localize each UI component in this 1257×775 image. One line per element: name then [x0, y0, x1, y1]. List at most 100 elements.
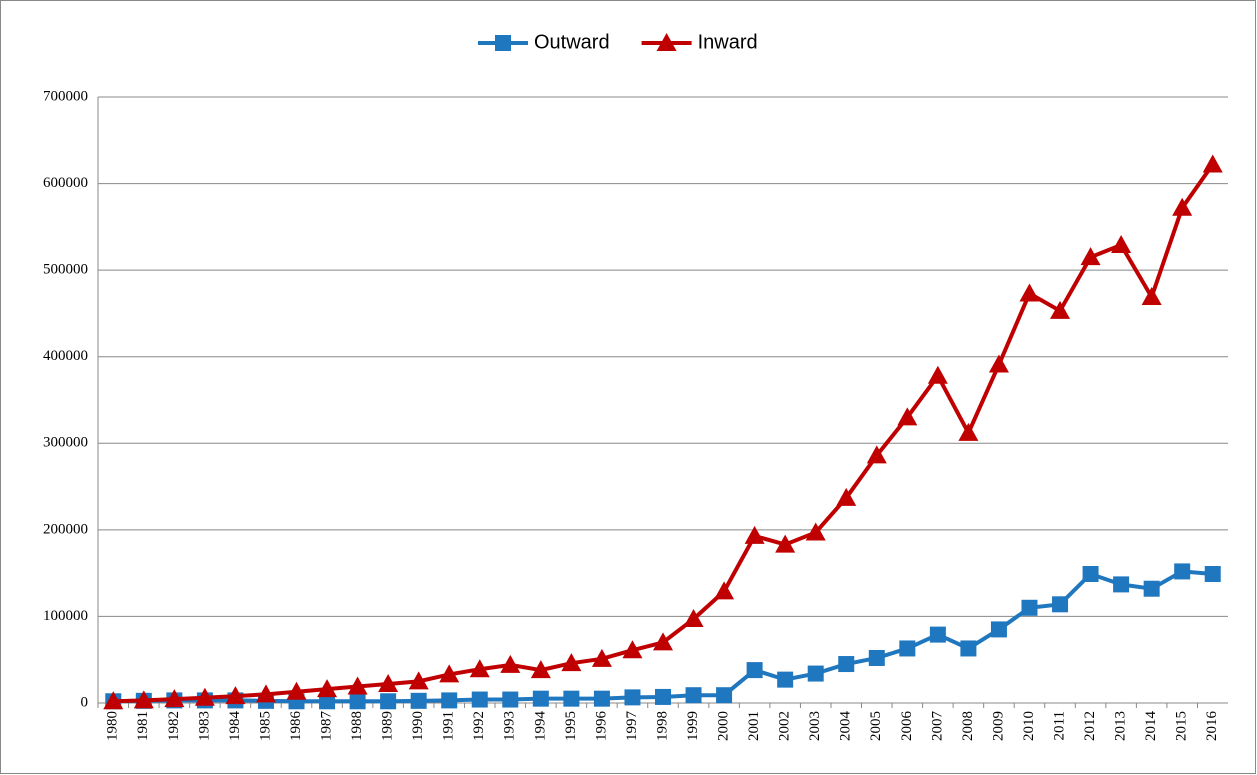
x-tick-label: 1984 — [227, 711, 243, 742]
y-tick-label: 200000 — [43, 521, 88, 537]
data-point — [408, 671, 429, 690]
data-point — [866, 445, 887, 464]
x-tick-label: 1988 — [349, 711, 365, 741]
data-point — [897, 407, 918, 426]
data-point — [319, 693, 336, 710]
x-tick-label: 2003 — [807, 711, 823, 741]
x-tick-label: 2014 — [1143, 711, 1159, 742]
data-point — [746, 662, 763, 679]
data-point — [1113, 576, 1130, 593]
x-tick-label: 1999 — [685, 711, 701, 741]
data-point — [380, 693, 397, 710]
x-tick-label: 2005 — [868, 711, 884, 741]
data-point — [1050, 300, 1071, 319]
data-point — [1052, 596, 1069, 613]
x-tick-label: 1986 — [288, 711, 304, 742]
data-point — [164, 689, 185, 708]
data-point — [103, 691, 124, 710]
data-point — [624, 689, 641, 706]
data-point — [685, 687, 702, 704]
legend-marker — [656, 33, 677, 51]
x-tick-label: 2009 — [990, 711, 1006, 741]
legend-label: Outward — [534, 31, 610, 53]
data-point — [1080, 247, 1101, 266]
data-point — [500, 654, 521, 673]
data-point — [836, 487, 857, 506]
data-point — [683, 609, 704, 628]
data-point — [744, 525, 765, 544]
x-tick-label: 1996 — [593, 711, 609, 742]
data-point — [349, 693, 366, 710]
x-tick-label: 1987 — [318, 711, 334, 742]
data-point — [655, 688, 671, 705]
data-point — [805, 522, 826, 541]
data-point — [1082, 566, 1099, 583]
data-point — [1111, 235, 1132, 254]
data-point — [591, 648, 612, 667]
data-point — [777, 671, 794, 688]
data-point — [410, 692, 427, 709]
data-point — [225, 686, 246, 705]
data-point — [532, 690, 549, 707]
y-tick-label: 100000 — [43, 608, 88, 624]
data-point — [716, 687, 733, 704]
data-point — [960, 640, 977, 657]
data-point — [133, 690, 154, 709]
x-tick-label: 1991 — [441, 711, 457, 741]
data-point — [838, 656, 855, 673]
x-tick-label: 2004 — [838, 711, 854, 742]
data-point — [561, 653, 582, 672]
x-tick-label: 2006 — [899, 711, 915, 742]
x-tick-label: 1985 — [257, 711, 273, 741]
y-tick-label: 700000 — [43, 88, 88, 104]
y-tick-label: 300000 — [43, 435, 88, 451]
data-point — [347, 676, 368, 695]
x-tick-label: 1990 — [410, 711, 426, 741]
data-point — [927, 365, 948, 384]
x-tick-label: 2007 — [929, 711, 945, 742]
data-point — [1019, 283, 1040, 302]
data-point — [899, 640, 916, 657]
x-tick-label: 2015 — [1174, 711, 1190, 741]
data-point — [317, 679, 338, 698]
legend-label: Inward — [698, 31, 758, 53]
x-tick-label: 1980 — [105, 711, 121, 741]
data-point — [1204, 566, 1221, 583]
data-point — [530, 660, 551, 679]
data-point — [1174, 563, 1191, 580]
data-point — [714, 581, 735, 600]
data-point — [929, 626, 946, 643]
x-tick-label: 1993 — [502, 711, 518, 741]
x-tick-label: 1997 — [624, 711, 640, 742]
y-tick-label: 600000 — [43, 175, 88, 191]
data-point — [286, 681, 307, 700]
data-point — [194, 687, 215, 706]
x-tick-label: 1994 — [532, 711, 548, 742]
data-point — [1172, 197, 1193, 216]
data-point — [990, 621, 1007, 638]
x-tick-label: 2012 — [1082, 711, 1098, 741]
data-point — [775, 534, 796, 553]
data-point — [593, 690, 610, 707]
data-point — [958, 422, 979, 441]
data-point — [1141, 286, 1162, 305]
data-point — [471, 691, 488, 708]
y-tick-label: 500000 — [43, 262, 88, 278]
x-tick-label: 2002 — [777, 711, 793, 741]
x-tick-label: 2000 — [716, 711, 732, 741]
y-tick-label: 400000 — [43, 348, 88, 364]
x-tick-label: 1992 — [471, 711, 487, 741]
y-tick-label: 0 — [81, 694, 89, 710]
data-point — [868, 649, 885, 666]
data-point — [502, 691, 519, 708]
data-point — [378, 673, 399, 692]
x-tick-label: 2010 — [1021, 711, 1037, 741]
data-point — [469, 659, 490, 678]
data-point — [439, 664, 460, 683]
data-point — [563, 690, 580, 707]
data-point — [988, 354, 1009, 373]
data-point — [807, 665, 824, 682]
